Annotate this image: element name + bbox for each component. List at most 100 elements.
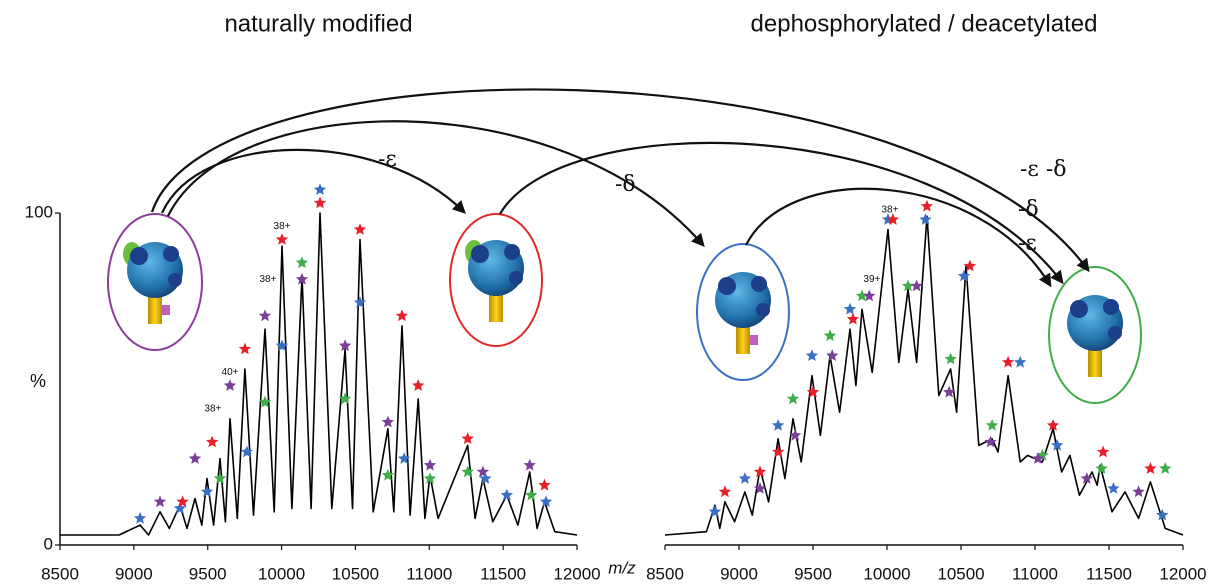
- peak-star: [398, 452, 411, 464]
- peak-star: [843, 302, 857, 315]
- peak-star: [525, 488, 538, 501]
- x-axis-label: m/z: [608, 558, 636, 577]
- x-tick-label: 11000: [1012, 564, 1058, 583]
- y-tick-label: 0: [44, 534, 53, 553]
- peak-star: [275, 339, 289, 352]
- complex-icon: [1067, 295, 1123, 377]
- peak-star: [153, 495, 167, 508]
- peak-star: [957, 269, 971, 282]
- x-tick-label: 11500: [1086, 564, 1132, 583]
- peak-star: [461, 465, 474, 478]
- icon-ellipse: [696, 243, 790, 381]
- icon-ellipse: [449, 213, 543, 347]
- peak-star: [258, 395, 272, 408]
- peak-star: [1031, 452, 1045, 464]
- peak-star: [313, 183, 327, 195]
- peak-star: [238, 342, 252, 355]
- peak-star: [963, 259, 977, 272]
- charge-label: 38+: [881, 204, 898, 215]
- peak-star: [806, 385, 820, 398]
- charge-label: 38+: [259, 274, 276, 285]
- chart-title: dephosphorylated / deacetylated: [751, 10, 1098, 37]
- arrow-label: -ε: [378, 147, 397, 172]
- icon-ellipse: [1048, 266, 1142, 404]
- peak-star: [338, 392, 352, 405]
- peak-star: [353, 296, 367, 308]
- x-tick-label: 12000: [1159, 564, 1206, 583]
- x-tick-label: 10500: [937, 564, 984, 583]
- peak-star: [176, 495, 189, 508]
- peak-star: [738, 472, 752, 484]
- x-tick-label: 9000: [115, 564, 153, 583]
- y-tick-label: 100: [25, 202, 53, 221]
- charge-label: 38+: [204, 404, 221, 415]
- peak-star: [753, 465, 767, 478]
- peak-star: [1046, 419, 1060, 431]
- peak-star: [206, 435, 219, 448]
- arrow: [150, 88, 1090, 273]
- peak-star: [1156, 508, 1169, 521]
- peak-star: [133, 511, 147, 524]
- peak-star: [412, 379, 425, 391]
- peak-star: [1107, 482, 1120, 494]
- icon-part: [750, 335, 758, 345]
- peak-star: [188, 452, 202, 464]
- peak-star: [910, 279, 923, 292]
- peak-star: [240, 445, 253, 458]
- peak-star: [338, 339, 352, 352]
- peak-star: [708, 505, 722, 518]
- peak-star: [1159, 462, 1172, 474]
- peak-star: [901, 279, 915, 292]
- complex-icon: [468, 240, 524, 322]
- peak-star: [295, 256, 309, 269]
- complex-icon: [715, 272, 771, 354]
- peak-star: [919, 213, 932, 225]
- charge-label: 39+: [863, 274, 880, 285]
- peak-star: [984, 435, 997, 448]
- charge-label: 38+: [274, 221, 291, 232]
- x-tick-label: 10000: [863, 564, 910, 583]
- peak-star: [313, 196, 327, 209]
- arrow: [161, 148, 466, 214]
- icon-ellipse: [107, 213, 203, 351]
- x-tick-label: 8500: [41, 564, 79, 583]
- peak-star: [381, 468, 395, 481]
- y-axis-label: %: [30, 371, 46, 391]
- peak-star: [461, 432, 474, 444]
- x-tick-label: 11000: [406, 564, 452, 583]
- peak-star: [823, 329, 837, 342]
- peak-star: [943, 385, 956, 398]
- peak-star: [275, 233, 289, 245]
- peak-star: [772, 445, 785, 458]
- x-tick-label: 9500: [794, 564, 832, 583]
- peak-star: [863, 289, 876, 302]
- arrows: -ε -δ -ε -δ -δ -ε: [150, 88, 1090, 288]
- peak-star: [771, 419, 785, 431]
- charge-label: 40+: [222, 367, 239, 378]
- x-tick-label: 11500: [480, 564, 526, 583]
- peak-star: [423, 458, 437, 471]
- peak-star: [538, 478, 551, 491]
- peak-star: [173, 502, 187, 514]
- peak-star: [423, 472, 437, 484]
- peak-star: [479, 472, 492, 484]
- chart-title: naturally modified: [224, 10, 412, 37]
- peak-star: [523, 458, 536, 471]
- peak-star: [1051, 438, 1064, 451]
- peak-star: [826, 349, 839, 361]
- peak-star: [786, 392, 800, 405]
- x-tick-label: 9000: [720, 564, 758, 583]
- peak-star: [476, 465, 490, 478]
- peak-star: [886, 213, 900, 225]
- peak-star: [944, 352, 957, 365]
- spectrum: [664, 215, 1184, 536]
- peak-star: [258, 309, 272, 322]
- x-tick-label: 9500: [189, 564, 227, 583]
- arrow-label: -δ: [615, 172, 636, 197]
- peak-star: [1001, 355, 1015, 368]
- peak-star: [223, 379, 237, 391]
- peak-star: [539, 495, 553, 508]
- x-tick-label: 8500: [646, 564, 684, 583]
- peak-star: [1132, 485, 1145, 498]
